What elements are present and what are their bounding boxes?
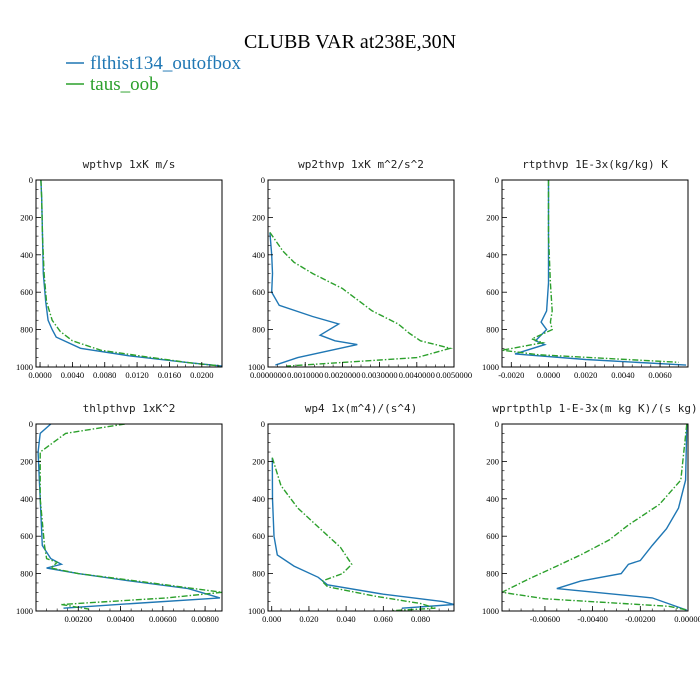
chart-panel-2: wp2thvp 1xK m^2/s^2020040060080010000.00… <box>248 158 472 380</box>
series-line-taus-oob <box>271 457 436 611</box>
x-tick-label: 0.0050000 <box>436 370 472 380</box>
axes-frame <box>35 423 223 612</box>
x-tick-label: 0.0010000 <box>287 370 323 380</box>
x-tick-label: -0.0020 <box>498 370 524 380</box>
x-tick-label: 0.00200 <box>64 614 92 624</box>
axes-frame <box>267 423 455 612</box>
y-tick-label: 200 <box>252 456 265 466</box>
x-tick-label: 0.0040000 <box>399 370 435 380</box>
x-tick-label: 0.0080 <box>93 370 116 380</box>
axes-frame <box>501 179 689 368</box>
y-tick-label: 800 <box>252 569 265 579</box>
y-tick-label: 1000 <box>248 362 265 372</box>
y-tick-label: 0 <box>495 419 499 429</box>
series-line-taus-oob <box>40 180 222 367</box>
x-tick-label: 0.0040 <box>61 370 84 380</box>
x-tick-label: 0.0120 <box>125 370 148 380</box>
series-line-flthist134 <box>37 424 221 609</box>
y-tick-label: 800 <box>252 325 265 335</box>
chart-panel-6: wprtpthlp 1-E-3x(m kg K)/(s kg) 0 200 400 60… <box>482 402 700 624</box>
y-tick-label: 800 <box>20 325 33 335</box>
x-tick-label: 0.00800 <box>191 614 219 624</box>
y-tick-label: 600 <box>252 287 265 297</box>
x-tick-label: 0.0200 <box>190 370 213 380</box>
series-line-flthist134 <box>271 457 454 609</box>
panel-title: rtpthvp 1E-3x(kg/kg) K <box>522 158 668 171</box>
x-tick-label: 0.0030000 <box>362 370 398 380</box>
legend-label-2: taus_oob <box>90 74 159 95</box>
y-tick-label: 1000 <box>482 362 499 372</box>
x-tick-label: 0.060 <box>374 614 393 624</box>
y-tick-label: 800 <box>20 569 33 579</box>
series-line-taus-oob <box>269 232 454 367</box>
y-tick-label: 1000 <box>16 606 33 616</box>
y-tick-label: 0 <box>29 419 33 429</box>
y-tick-label: 1000 <box>16 362 33 372</box>
y-tick-label: 1000 <box>248 606 265 616</box>
series-line-flthist134 <box>556 424 688 611</box>
x-tick-label: 0.00000 <box>674 614 700 624</box>
panel-title: wpthvp 1xK m/s <box>83 158 176 171</box>
y-tick-label: 200 <box>252 212 265 222</box>
y-tick-label: 200 <box>20 456 33 466</box>
x-tick-label: 0.0020000 <box>324 370 360 380</box>
chart-panel-3: rtpthvp 1E-3x(kg/kg) K 0 200 400 600 800 1000-… <box>482 158 689 380</box>
figure-title: CLUBB VAR at238E,30N <box>244 31 456 53</box>
x-tick-label: 0.0040 <box>611 370 634 380</box>
y-tick-label: 400 <box>252 250 265 260</box>
y-tick-label: 400 <box>486 494 499 504</box>
x-tick-label: 0.0060 <box>648 370 671 380</box>
legend-label-1: flthist134_outofbox <box>90 53 241 74</box>
y-tick-label: 600 <box>486 287 499 297</box>
x-tick-label: 0.040 <box>337 614 356 624</box>
chart-panel-4: thlpthvp 1xK^2 0 200 400 600 800 1000 0.00200 0.… <box>16 402 223 624</box>
chart-panel-5: wp4 1x(m^4)/(s^4) 0 200 400 600 800 10000.000 0… <box>248 402 455 624</box>
y-tick-label: 0 <box>261 419 265 429</box>
y-tick-label: 600 <box>252 531 265 541</box>
series-line-taus-oob <box>502 424 688 611</box>
axes-frame <box>267 179 455 368</box>
y-tick-label: 1000 <box>482 606 499 616</box>
x-tick-label: 0.000 <box>262 614 281 624</box>
panel-title: thlpthvp 1xK^2 <box>83 402 176 415</box>
axes-frame <box>35 179 223 368</box>
y-tick-label: 400 <box>20 250 33 260</box>
y-tick-label: 800 <box>486 569 499 579</box>
series-line-flthist134 <box>514 180 687 366</box>
panel-title: wprtpthlp 1-E-3x(m kg K)/(s kg) <box>492 402 697 415</box>
y-tick-label: 400 <box>252 494 265 504</box>
x-tick-label: 0.020 <box>299 614 318 624</box>
x-tick-label: 0.0020 <box>574 370 597 380</box>
x-tick-label: 0.00400 <box>107 614 135 624</box>
y-tick-label: 400 <box>20 494 33 504</box>
y-tick-label: 600 <box>20 531 33 541</box>
x-tick-label: -0.00400 <box>577 614 607 624</box>
y-tick-label: 200 <box>486 212 499 222</box>
panel-title: wp4 1x(m^4)/(s^4) <box>305 402 418 415</box>
series-line-taus-oob <box>502 180 679 363</box>
panel-title: wp2thvp 1xK m^2/s^2 <box>298 158 424 171</box>
x-tick-label: 0.00600 <box>149 614 177 624</box>
x-tick-label: 0.0000 <box>537 370 560 380</box>
series-line-flthist134 <box>269 232 358 366</box>
y-tick-label: 0 <box>29 175 33 185</box>
x-tick-label: -0.00600 <box>530 614 560 624</box>
x-tick-label: 0.0160 <box>158 370 181 380</box>
axes-frame <box>501 423 689 612</box>
y-tick-label: 200 <box>20 212 33 222</box>
y-tick-label: 0 <box>261 175 265 185</box>
x-tick-label: -0.00200 <box>625 614 655 624</box>
y-tick-label: 400 <box>486 250 499 260</box>
x-tick-label: 0.0000000 <box>250 370 286 380</box>
y-tick-label: 600 <box>20 287 33 297</box>
y-tick-label: 800 <box>486 325 499 335</box>
chart-panel-1: wpthvp 1xK m/s 0 200 400 600 800 10000.0000 0.0… <box>16 158 223 380</box>
y-tick-label: 600 <box>486 531 499 541</box>
x-tick-label: 0.0000 <box>28 370 51 380</box>
y-tick-label: 0 <box>495 175 499 185</box>
x-tick-label: 0.080 <box>411 614 430 624</box>
y-tick-label: 200 <box>486 456 499 466</box>
